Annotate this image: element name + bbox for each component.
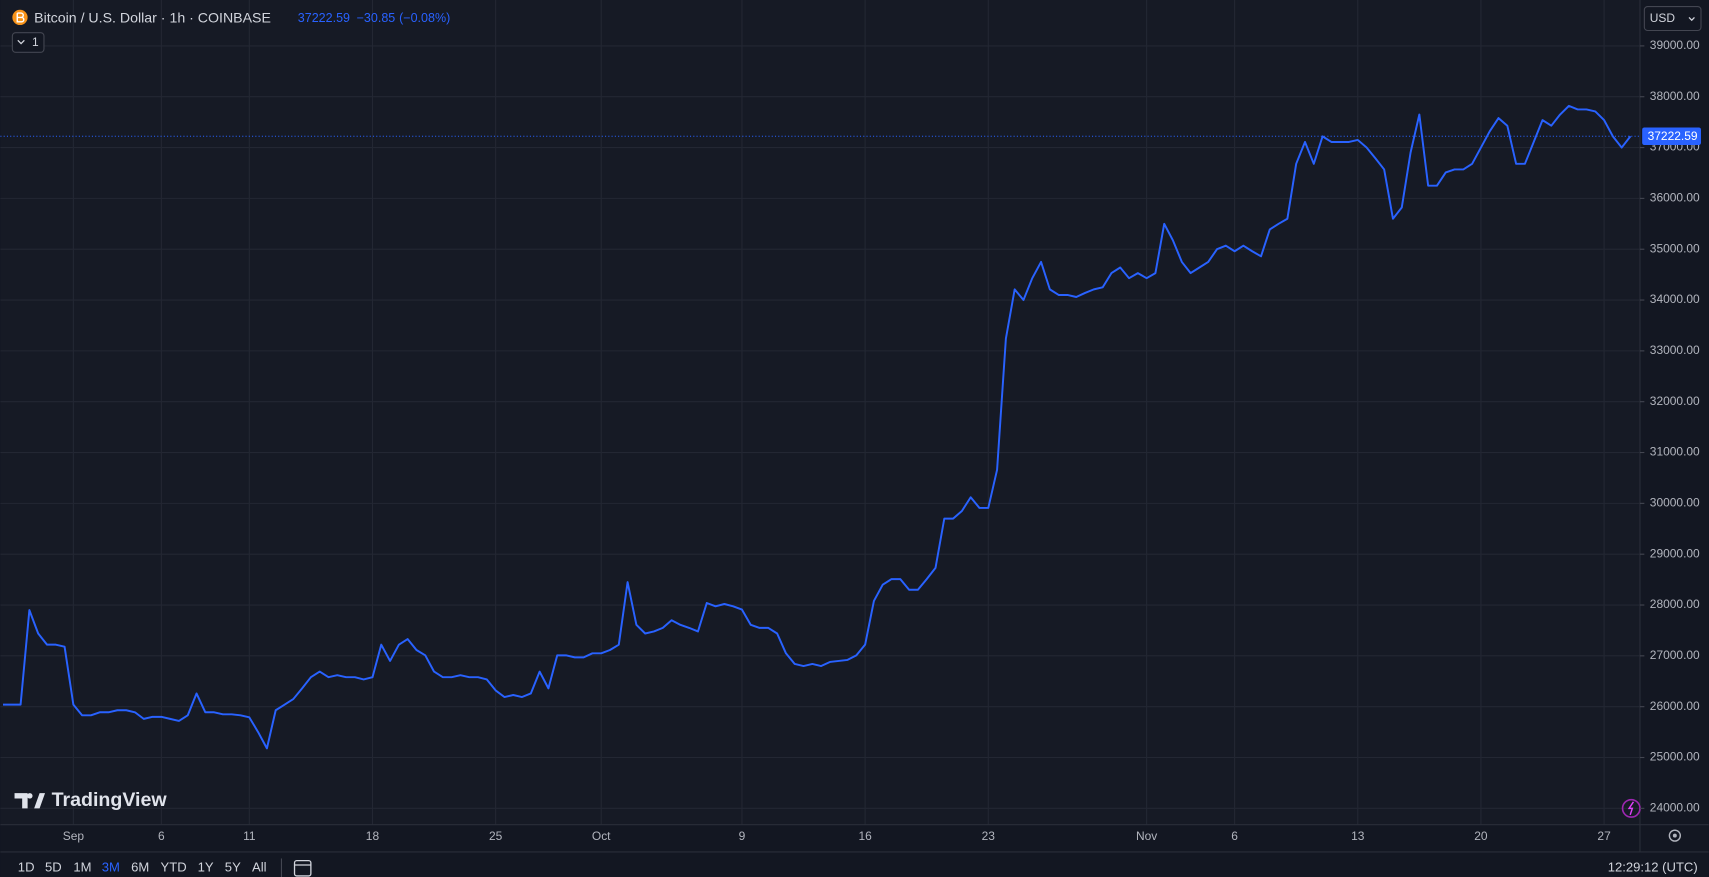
y-tick-label: 27000.00: [1650, 648, 1700, 662]
currency-label: USD: [1650, 11, 1676, 25]
range-button[interactable]: 5Y: [225, 860, 241, 875]
range-button[interactable]: 6M: [131, 860, 149, 875]
clock: 12:29:12 (UTC): [1608, 860, 1698, 875]
last-price-tag-label: 37222.59: [1648, 129, 1698, 143]
currency-button[interactable]: [1643, 5, 1702, 32]
y-tick-label: 24000.00: [1650, 801, 1700, 815]
last-price-tag: [1642, 127, 1701, 145]
x-tick-label: 9: [739, 829, 746, 843]
range-button[interactable]: 1Y: [198, 860, 214, 875]
y-tick-label: 34000.00: [1650, 292, 1700, 306]
brand-name: TradingView: [52, 789, 168, 811]
chevron-icon: [1688, 16, 1695, 22]
x-tick-label: Nov: [1136, 829, 1157, 843]
plot-area: [0, 0, 1640, 825]
brand-logo: [14, 793, 46, 809]
range-button[interactable]: 3M: [102, 860, 120, 875]
x-tick-label: Sep: [63, 829, 85, 843]
y-tick-label: 32000.00: [1650, 394, 1700, 408]
price-change-pct: (−0.08%): [399, 11, 450, 25]
range-button[interactable]: All: [252, 860, 267, 875]
x-tick-label: 18: [366, 829, 380, 843]
y-tick-label: 33000.00: [1650, 343, 1700, 357]
price-line: [2, 104, 1632, 750]
x-tick-label: 6: [158, 829, 165, 843]
x-tick-label: 27: [1597, 829, 1611, 843]
settings-icon[interactable]: [1668, 829, 1682, 842]
range-buttons: 1D 5D 1M 3M 6M YTD 1Y 5Y All: [18, 860, 267, 875]
calendar-icon[interactable]: [293, 860, 312, 877]
x-tick-label: 13: [1351, 829, 1365, 843]
x-tick-label: 23: [982, 829, 996, 843]
range-button[interactable]: 1M: [73, 860, 91, 875]
x-tick-label: 20: [1474, 829, 1488, 843]
price-change: −30.85: [357, 11, 396, 25]
coin-glyph: [16, 12, 25, 23]
y-tick-label: 36000.00: [1650, 191, 1700, 205]
settings-icon-dot: [1672, 833, 1677, 838]
interval-button[interactable]: [11, 32, 45, 53]
x-tick-label: 11: [243, 829, 256, 843]
y-tick-label: 30000.00: [1650, 496, 1700, 510]
range-button[interactable]: YTD: [161, 860, 187, 875]
grid: [0, 0, 1640, 825]
marks: [0, 104, 1640, 750]
range-button[interactable]: 1D: [18, 860, 35, 875]
y-tick-label: 35000.00: [1650, 241, 1700, 255]
y-tick-label: 26000.00: [1650, 699, 1700, 713]
y-tick-label: 29000.00: [1650, 546, 1700, 560]
alert-glyph: [1627, 801, 1635, 816]
x-tick-label: 16: [858, 829, 872, 843]
y-tick-label: 25000.00: [1650, 750, 1700, 764]
x-tick-label: 25: [489, 829, 503, 843]
y-tick-label: 39000.00: [1650, 38, 1700, 52]
y-tick-label: 28000.00: [1650, 597, 1700, 611]
x-tick-label: Oct: [592, 829, 611, 843]
y-tick-label: 31000.00: [1650, 445, 1700, 459]
y-tick-label: 38000.00: [1650, 89, 1700, 103]
symbol-title: Bitcoin / U.S. Dollar · 1h · COINBASE: [34, 10, 271, 26]
range-button[interactable]: 5D: [45, 860, 62, 875]
last-price: 37222.59: [298, 11, 350, 25]
interval-label: 1: [32, 35, 39, 49]
chevron-icon: [17, 39, 25, 45]
x-tick-label: 6: [1231, 829, 1238, 843]
